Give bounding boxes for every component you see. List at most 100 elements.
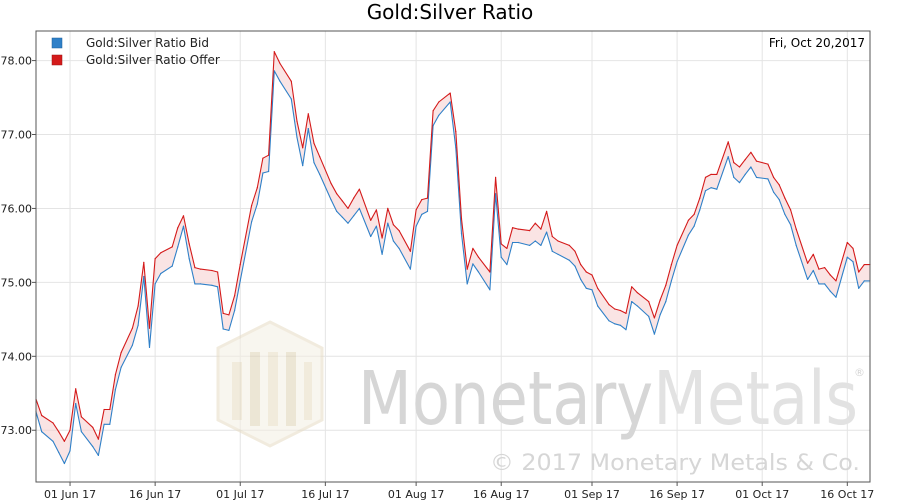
data-point-bid (421, 213, 423, 215)
data-point-bid (619, 324, 622, 326)
data-point-bid (52, 440, 54, 442)
data-point-bid (477, 271, 480, 273)
data-point-offer (812, 253, 814, 255)
watermark-logo-bar (250, 352, 260, 426)
series-layer (35, 51, 871, 465)
data-point-bid (268, 170, 270, 173)
x-tick-label: 16 Jul 17 (301, 488, 349, 500)
data-point-bid (58, 451, 60, 453)
data-point-offer (188, 243, 190, 245)
axis-layer: 73.00 74.00 75.00 76.00 77.00 78.00 01 Jun 17 1… (1, 55, 875, 500)
data-point-bid (262, 172, 264, 174)
data-point-offer (704, 176, 707, 178)
data-point-offer (347, 207, 349, 209)
data-point-offer (358, 188, 360, 190)
legend-item-bid[interactable]: Gold:Silver Ratio Bid (51, 36, 209, 50)
data-point-bid (858, 287, 860, 289)
data-point-offer (529, 230, 531, 232)
data-point-bid (211, 284, 213, 286)
data-point-bid (392, 240, 394, 242)
data-point-offer (625, 312, 627, 314)
data-point-offer (319, 156, 321, 158)
data-point-offer (199, 268, 202, 270)
data-point-bid (330, 199, 332, 201)
data-point-offer (143, 261, 145, 263)
data-point-offer (580, 264, 582, 266)
data-point-bid (852, 261, 854, 263)
data-point-bid (489, 289, 491, 291)
data-point-offer (551, 235, 553, 238)
x-tick-label: 01 Sep 17 (564, 488, 620, 500)
data-point-offer (574, 250, 576, 252)
data-point-bid (614, 323, 616, 325)
data-point-bid (177, 246, 179, 248)
data-point-offer (767, 163, 769, 165)
data-point-bid (472, 263, 474, 265)
data-point-bid (585, 287, 587, 289)
data-point-offer (375, 209, 377, 211)
data-point-offer (381, 237, 383, 239)
data-point-offer (296, 120, 298, 122)
data-point-offer (426, 197, 429, 199)
data-point-offer (506, 247, 508, 249)
data-point-bid (319, 173, 321, 175)
data-point-offer (262, 157, 264, 159)
data-point-bid (659, 314, 661, 316)
data-point-offer (710, 173, 712, 175)
data-point-bid (302, 165, 304, 167)
data-point-bid (568, 259, 570, 261)
data-point-bid (143, 275, 145, 278)
x-tick-label: 16 Aug 17 (473, 488, 529, 500)
y-tick-label: 74.00 (1, 350, 33, 363)
data-point-offer (653, 317, 656, 319)
y-tick-label: 78.00 (1, 55, 33, 68)
data-point-bid (148, 346, 151, 348)
data-point-offer (546, 210, 548, 212)
data-point-offer (154, 258, 156, 260)
watermark-logo-bar (304, 362, 312, 420)
data-point-offer (182, 215, 185, 217)
data-point-offer (449, 92, 451, 94)
data-point-bid (517, 241, 519, 244)
data-point-bid (137, 324, 139, 326)
data-point-bid (540, 244, 542, 246)
data-point-bid (217, 286, 219, 288)
data-point-offer (534, 222, 536, 224)
data-point-offer (477, 256, 480, 258)
data-point-bid (790, 224, 792, 226)
data-point-offer (727, 141, 729, 143)
data-point-offer (137, 305, 139, 307)
data-point-bid (313, 162, 315, 164)
legend-label-offer: Gold:Silver Ratio Offer (86, 53, 220, 67)
data-point-offer (58, 431, 60, 433)
data-point-bid (648, 315, 650, 317)
data-point-bid (818, 283, 820, 285)
y-tick-label: 75.00 (1, 276, 33, 289)
data-point-bid (358, 207, 360, 209)
data-point-offer (353, 197, 355, 199)
data-point-bid (574, 265, 576, 267)
x-tick-label: 01 Oct 17 (735, 488, 789, 500)
data-point-offer (234, 295, 236, 297)
watermark: MonetaryMetals ® © 2017 Monetary Metals … (216, 320, 865, 476)
data-point-bid (733, 176, 735, 178)
data-point-offer (755, 160, 758, 162)
data-point-bid (370, 235, 372, 238)
data-point-offer (148, 327, 151, 329)
data-point-offer (52, 422, 54, 424)
data-point-bid (710, 187, 712, 189)
data-point-bid (636, 305, 639, 307)
data-point-offer (341, 200, 343, 202)
data-point-offer (597, 287, 599, 289)
data-point-bid (347, 222, 349, 224)
data-point-bid (506, 264, 508, 266)
legend-item-offer[interactable]: Gold:Silver Ratio Offer (51, 53, 220, 67)
data-point-bid (432, 125, 434, 127)
data-point-offer (614, 308, 616, 310)
data-point-bid (580, 278, 582, 280)
data-point-bid (279, 80, 281, 82)
watermark-logo-bar (286, 352, 296, 426)
data-point-offer (330, 182, 332, 184)
data-point-offer (568, 244, 570, 246)
